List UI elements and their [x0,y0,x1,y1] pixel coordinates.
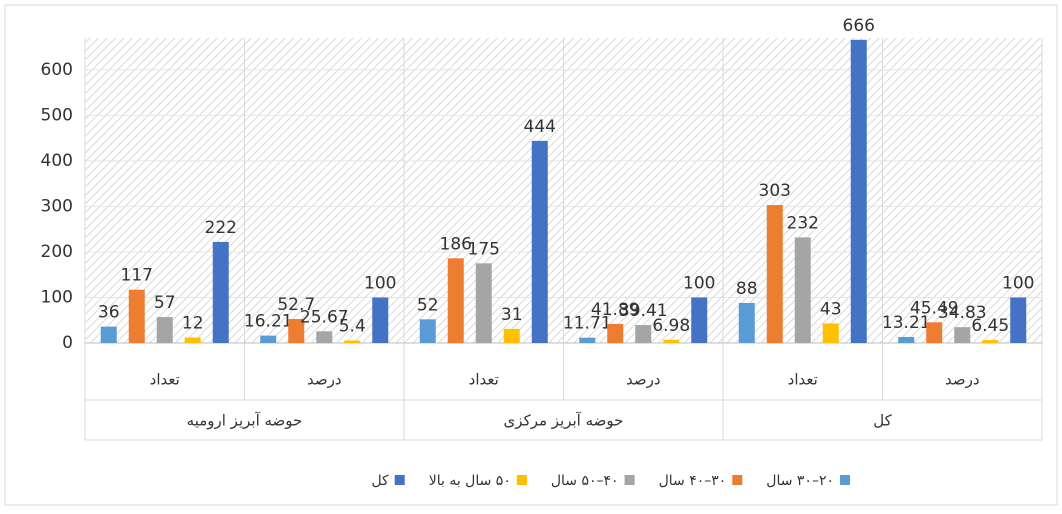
bar [691,297,708,343]
data-label: 43 [820,299,842,319]
data-label: 100 [683,273,715,293]
group-label: حوضه آبریز مرکزی [504,412,624,430]
y-tick-label: 0 [62,333,73,353]
legend-swatch [624,475,635,485]
data-label: 6.45 [971,316,1009,336]
data-label: 100 [364,273,396,293]
bar [663,339,680,343]
legend-swatch [394,475,405,485]
bar [926,322,943,343]
legend-swatch [840,475,850,485]
bar [475,263,492,343]
legend-label: کل [371,473,389,489]
data-label: 666 [843,16,875,36]
y-tick-label: 200 [41,242,73,262]
y-tick-label: 100 [41,287,73,307]
data-label: 45.49 [910,298,959,318]
legend-label: ۴۰–۵۰ سال [551,473,619,489]
x-tick-label: تعداد [788,371,818,389]
data-label: 12 [182,314,204,334]
bar [260,335,277,343]
x-tick-label: تعداد [469,371,499,389]
bar [850,39,867,344]
bar [447,258,464,343]
data-label: 34.83 [938,303,987,323]
bar [954,327,971,343]
y-tick-label: 400 [41,151,73,171]
data-label: 36 [98,303,120,323]
data-label: 31 [501,305,523,325]
x-tick-label: تعداد [150,371,180,389]
bar [419,319,436,343]
legend-label: ۵۰ سال به بالا [429,473,511,489]
bar [372,297,389,343]
data-label: 303 [759,181,791,201]
bar [579,337,596,343]
bar [738,302,755,343]
bar [766,205,783,343]
data-label: 186 [440,234,472,254]
group-label: کل [873,412,892,430]
bar [794,237,811,343]
y-tick-label: 500 [41,105,73,125]
data-label: 11.71 [563,314,612,334]
bar [344,340,361,343]
data-label: 175 [468,239,500,259]
y-tick-label: 300 [41,196,73,216]
bar [184,337,201,343]
bar [156,317,173,343]
data-label: 88 [736,279,758,299]
data-label: 6.98 [652,316,690,336]
bar [100,326,117,343]
data-label: 41.89 [591,300,640,320]
data-label: 100 [1002,273,1034,293]
bar [635,325,652,343]
bar [531,140,548,343]
data-label: 117 [121,266,153,286]
bar [128,289,145,343]
bar [898,336,915,343]
legend-swatch [516,475,527,485]
group-label: حوضه آبریز ارومیه [187,412,303,430]
data-label: 5.4 [339,317,366,337]
data-label: 232 [787,213,819,233]
legend-label: ۲۰–۳۰ سال [766,473,834,489]
data-label: 444 [524,117,556,137]
data-label: 222 [205,218,237,238]
data-label: 57 [154,293,176,313]
data-label: 39.41 [619,301,668,321]
x-tick-label: درصد [626,371,661,389]
y-tick-label: 600 [41,60,73,80]
data-label: 25.67 [300,307,349,327]
x-tick-label: درصد [945,371,980,389]
data-label: 52.7 [277,295,315,315]
bar [607,323,624,343]
bar [1010,297,1027,343]
data-label: 13.21 [882,313,931,333]
bar [212,241,229,343]
bar [288,319,305,343]
bar [822,323,839,343]
bar [503,328,520,343]
legend-swatch [732,475,743,485]
x-tick-label: درصد [307,371,342,389]
data-label: 16.21 [244,312,293,332]
bar [316,331,333,343]
legend-label: ۳۰–۴۰ سال [659,473,727,489]
bar [982,340,999,343]
data-label: 52 [417,295,439,315]
